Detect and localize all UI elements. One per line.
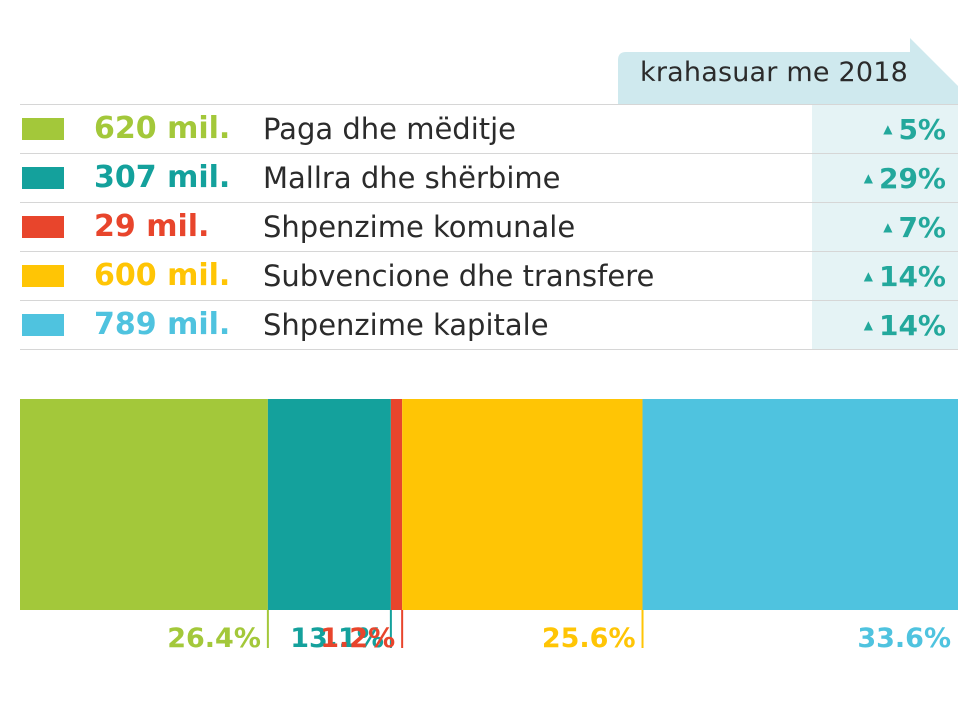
legend-amount: 789 mil. — [94, 307, 231, 342]
change-value: 5% — [898, 113, 946, 146]
legend-category-label: Shpenzime kapitale — [263, 308, 549, 342]
change-value: 14% — [878, 309, 946, 342]
bar-segment — [642, 399, 958, 610]
up-arrow-icon: ▲ — [883, 122, 893, 136]
legend-amount: 307 mil. — [94, 160, 231, 195]
bar-segment — [402, 399, 643, 610]
share-label: 13.1% — [290, 623, 384, 654]
legend-row: 789 mil. Shpenzime kapitale ▲ 14% — [20, 300, 958, 350]
share-label: 25.6% — [542, 623, 636, 654]
comparison-header-tab: krahasuar me 2018 — [618, 38, 958, 104]
legend-category-label: Subvencione dhe transfere — [263, 259, 655, 293]
change-cell: ▲ 5% — [812, 105, 958, 153]
change-value: 7% — [898, 211, 946, 244]
change-value: 29% — [878, 162, 946, 195]
change-value: 14% — [878, 260, 946, 293]
comparison-tab-shape — [618, 38, 958, 104]
legend-row: 307 mil. Mallra dhe shërbime ▲ 29% — [20, 153, 958, 202]
legend-amount: 620 mil. — [94, 111, 231, 146]
legend-amount: 29 mil. — [94, 209, 210, 244]
bar-segment — [267, 399, 391, 610]
legend-category-label: Shpenzime komunale — [263, 210, 576, 244]
legend-category-label: Paga dhe mëditje — [263, 112, 517, 146]
legend-swatch — [22, 265, 64, 287]
share-label: 33.6% — [857, 623, 951, 654]
share-label: 26.4% — [167, 623, 261, 654]
share-label: 1.2% — [320, 623, 395, 654]
legend-swatch — [22, 216, 64, 238]
change-cell: ▲ 7% — [812, 203, 958, 251]
legend-swatch — [22, 167, 64, 189]
legend-row: 620 mil. Paga dhe mëditje ▲ 5% — [20, 104, 958, 153]
bar-segment — [20, 399, 268, 610]
change-cell: ▲ 14% — [812, 252, 958, 300]
legend-amount: 600 mil. — [94, 258, 231, 293]
up-arrow-icon: ▲ — [863, 171, 873, 185]
bar-segment — [390, 399, 403, 610]
legend-row: 29 mil. Shpenzime komunale ▲ 7% — [20, 202, 958, 251]
up-arrow-icon: ▲ — [863, 269, 873, 283]
legend-swatch — [22, 118, 64, 140]
legend-row: 600 mil. Subvencione dhe transfere ▲ 14% — [20, 251, 958, 300]
change-cell: ▲ 29% — [812, 154, 958, 202]
comparison-header-label: krahasuar me 2018 — [640, 57, 908, 88]
legend-category-label: Mallra dhe shërbime — [263, 161, 561, 195]
legend-swatch — [22, 314, 64, 336]
up-arrow-icon: ▲ — [883, 220, 893, 234]
legend-table: 620 mil. Paga dhe mëditje ▲ 5% 307 mil. Mallr… — [20, 104, 958, 350]
change-cell: ▲ 14% — [812, 301, 958, 349]
up-arrow-icon: ▲ — [863, 318, 873, 332]
